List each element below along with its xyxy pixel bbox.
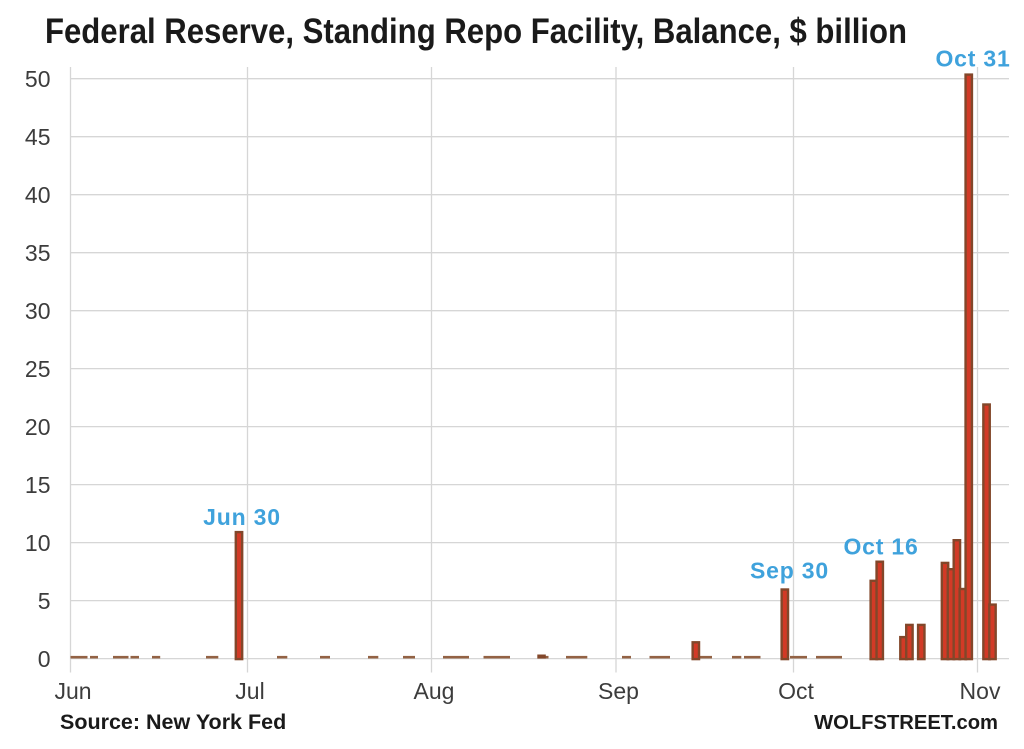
svg-text:10: 10 (25, 530, 51, 556)
svg-text:40: 40 (25, 182, 51, 208)
svg-text:Source: New York Fed: Source: New York Fed (60, 710, 286, 734)
svg-text:Aug: Aug (414, 678, 455, 704)
svg-text:20: 20 (25, 414, 51, 440)
svg-text:25: 25 (25, 356, 51, 382)
svg-text:Oct: Oct (778, 678, 814, 704)
svg-text:WOLFSTREET.com: WOLFSTREET.com (814, 712, 998, 734)
svg-text:5: 5 (38, 588, 51, 614)
svg-text:Jun 30: Jun 30 (203, 504, 281, 530)
svg-text:Sep 30: Sep 30 (750, 558, 829, 584)
svg-text:30: 30 (25, 298, 51, 324)
svg-text:Federal Reserve, Standing Repo: Federal Reserve, Standing Repo Facility,… (45, 12, 907, 51)
svg-text:0: 0 (38, 646, 51, 672)
svg-text:Jul: Jul (235, 678, 264, 704)
svg-text:50: 50 (25, 66, 51, 92)
svg-text:Sep: Sep (598, 678, 639, 704)
svg-text:45: 45 (25, 124, 51, 150)
svg-text:Jun: Jun (54, 678, 91, 704)
svg-text:Nov: Nov (960, 678, 1001, 704)
svg-text:Oct 16: Oct 16 (843, 533, 918, 559)
svg-text:35: 35 (25, 240, 51, 266)
svg-text:Oct 31: Oct 31 (935, 46, 1010, 72)
svg-text:15: 15 (25, 472, 51, 498)
